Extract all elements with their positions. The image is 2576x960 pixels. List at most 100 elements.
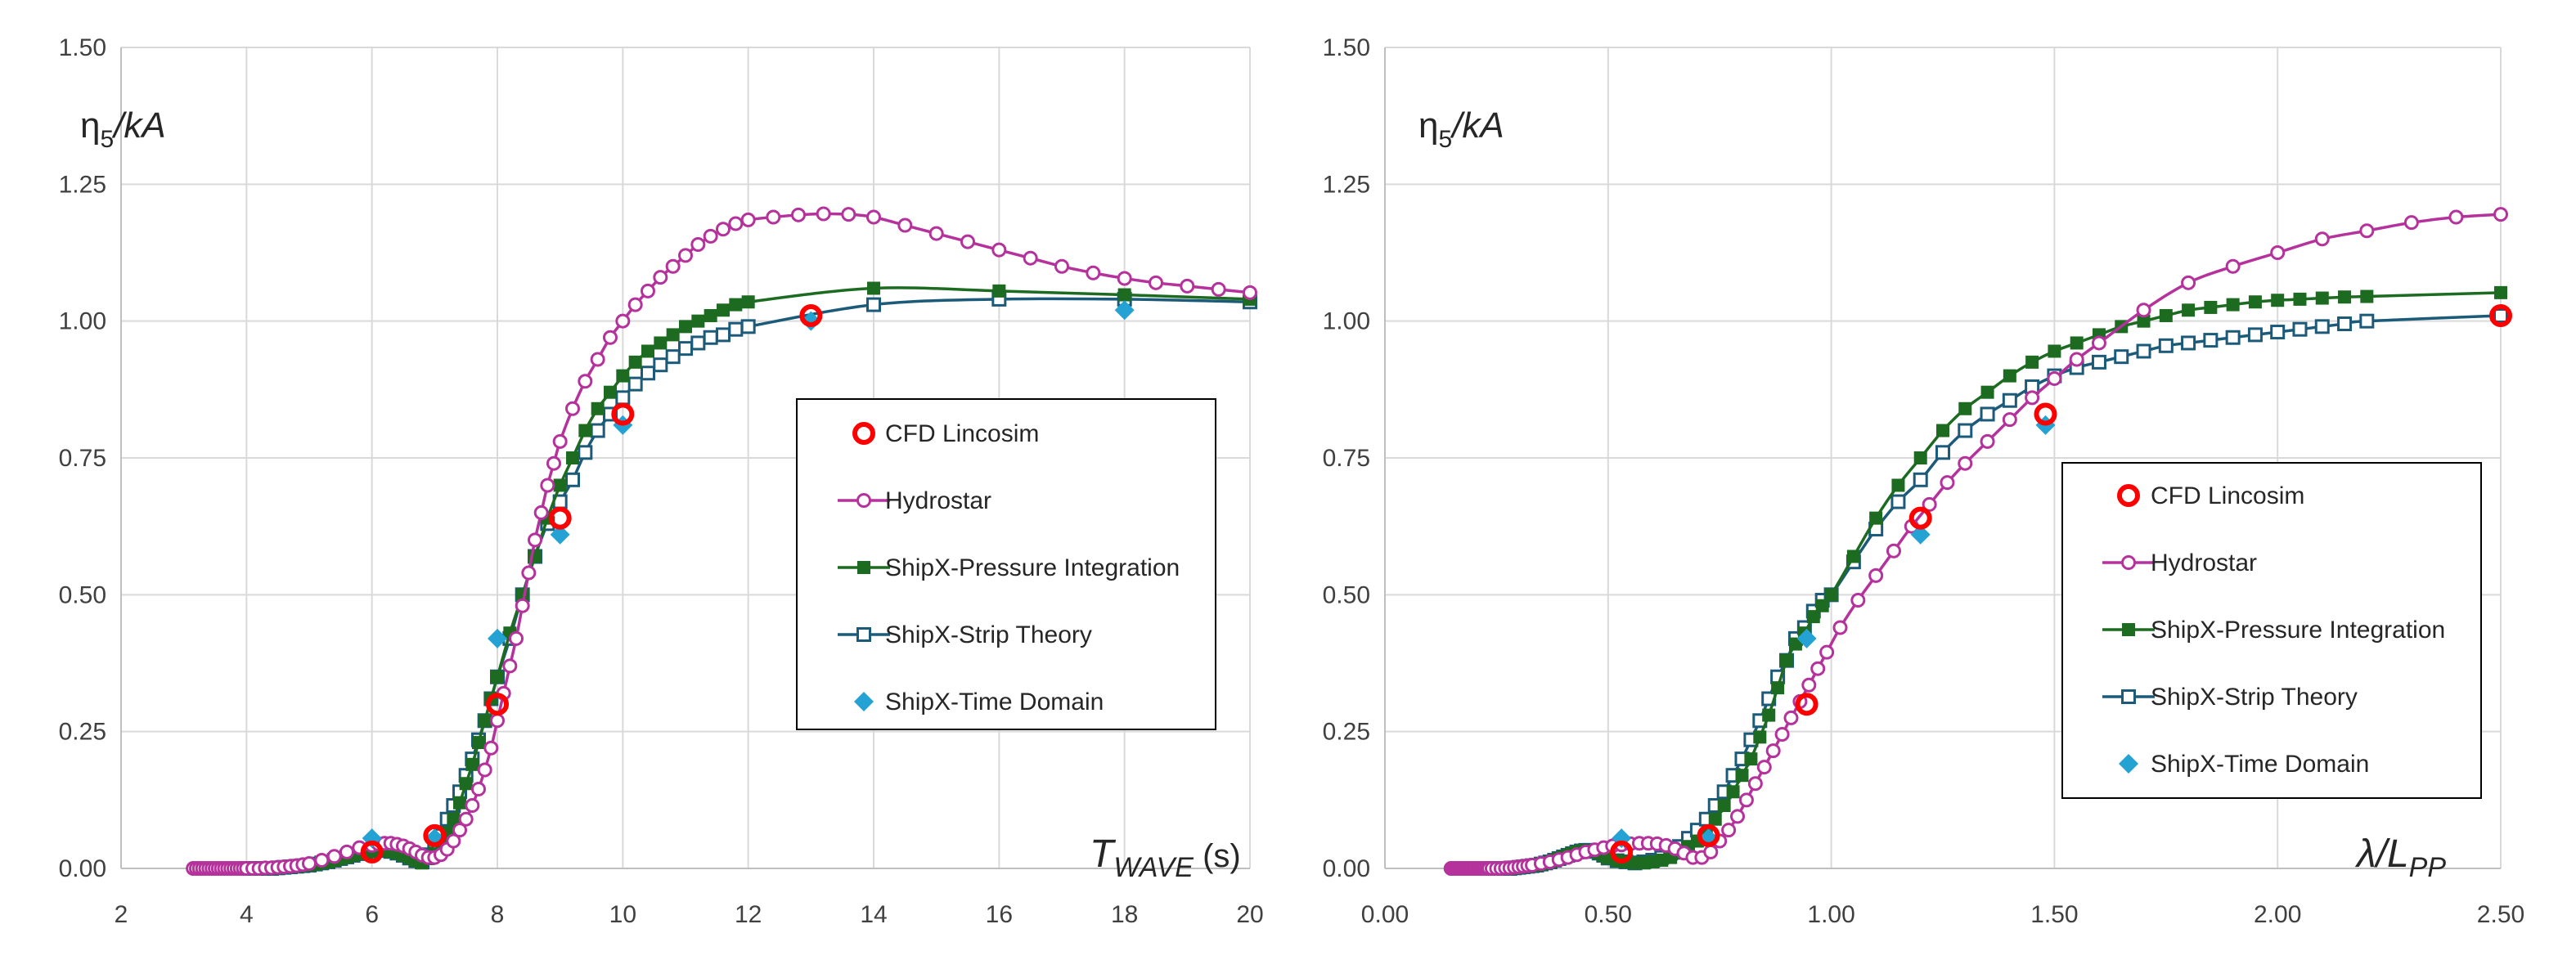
data-point-strip [2270, 325, 2286, 340]
data-point-hydrostar [1211, 281, 1226, 297]
data-point-strip [1935, 445, 1950, 460]
tick-labels: 0.00 0.25 0.50 0.75 1.00 1.25 1.50 0.00 0.50 1.00… [1323, 34, 2525, 928]
data-point-hydrostar [766, 209, 781, 225]
data-point-cfd [360, 840, 384, 864]
data-point-hydrostar [1765, 743, 1781, 759]
data-point-strip [565, 472, 580, 487]
data-point-pressure [1771, 681, 1785, 695]
data-point-hydrostar [1868, 567, 1884, 583]
data-point-hydrostar [665, 258, 681, 274]
data-point-strip [665, 349, 681, 365]
data-point-cfd [1908, 506, 1932, 530]
y-axis-label: η5/kA [1418, 105, 1504, 153]
x-tick-label: 10 [609, 901, 636, 928]
data-point-strip [1913, 472, 1928, 487]
x-tick-label: 0.00 [1361, 901, 1409, 928]
data-point-hydrostar [703, 228, 718, 244]
data-point-hydrostar [615, 313, 631, 329]
data-point-pressure [1762, 708, 1776, 722]
data-point-strip [2158, 338, 2174, 353]
data-point-pressure [1869, 511, 1883, 525]
data-point-pressure [1846, 550, 1860, 563]
data-point-pressure [1708, 812, 1722, 826]
data-point-pressure [2003, 369, 2016, 383]
legend-label: ShipX-Time Domain [885, 689, 1104, 716]
x-axis-label: λ/LPP [2354, 832, 2446, 883]
x-tick-label: 1.00 [1807, 901, 1854, 928]
data-point-strip [641, 366, 655, 381]
data-point-hydrostar [2025, 390, 2040, 406]
data-point-pressure [2360, 289, 2374, 303]
data-point-hydrostar [2270, 245, 2286, 260]
data-point-hydrostar [483, 740, 499, 756]
data-point-hydrostar [302, 855, 317, 871]
data-point-hydrostar [2047, 370, 2062, 386]
legend-item-hydrostar: Hydrostar [838, 487, 991, 514]
data-point-hydrostar [458, 811, 474, 827]
legend-label: CFD Lincosim [2151, 482, 2304, 509]
y-tick-label: 1.50 [59, 34, 106, 61]
legend-label: ShipX-Time Domain [2151, 751, 2369, 778]
y-tick-label: 0.00 [1323, 855, 1370, 882]
data-point-timedomain [1114, 300, 1135, 321]
data-point-cfd [799, 303, 823, 327]
data-point-pressure [666, 328, 680, 342]
series-hydrostar [186, 206, 1257, 876]
legend-item-cfd: CFD Lincosim [2117, 482, 2304, 509]
data-point-hydrostar [533, 505, 549, 520]
data-point-strip [2203, 333, 2219, 348]
data-point-pressure [1936, 424, 1949, 437]
data-point-pressure [491, 670, 504, 684]
data-point-hydrostar [502, 658, 518, 674]
series-cfd [1610, 303, 2512, 864]
x-tick-label: 20 [1236, 901, 1263, 928]
series-timedomain [1612, 415, 2056, 849]
data-point-timedomain [488, 628, 507, 648]
x-tick-label: 14 [860, 901, 887, 928]
legend: CFD Lincosim Hydrostar ShipX-Pressure Inte… [2061, 462, 2482, 799]
x-tick-label: 4 [240, 901, 254, 928]
data-point-pressure [578, 424, 592, 437]
data-point-pressure [2226, 298, 2240, 312]
data-point-pressure [717, 303, 730, 317]
data-point-hydrostar [477, 762, 492, 778]
data-point-hydrostar [1721, 823, 1737, 838]
data-point-pressure [447, 812, 461, 826]
data-point-hydrostar [452, 823, 467, 838]
data-point-pressure [616, 369, 630, 383]
legend-marker [852, 422, 875, 445]
data-point-pressure [1913, 451, 1927, 464]
data-point-hydrostar [2493, 207, 2508, 222]
data-point-pressure [1806, 610, 1820, 624]
data-point-hydrostar [446, 833, 461, 849]
data-point-strip [590, 423, 605, 438]
legend: CFD Lincosim Hydrostar ShipX-Pressure Inte… [796, 398, 1216, 730]
data-point-pressure [1980, 385, 1994, 399]
chart-left: 0.00 0.25 0.50 0.75 1.00 1.25 1.50 2 4 6 8 10 12 14 16… [0, 0, 1276, 960]
data-point-strip [866, 297, 881, 312]
data-point-pressure [1958, 401, 1972, 415]
data-point-pressure [1815, 599, 1829, 612]
data-point-strip [716, 327, 731, 343]
data-point-pressure [2137, 314, 2151, 328]
data-point-hydrostar [897, 218, 913, 233]
legend-marker [2117, 484, 2140, 507]
data-point-pressure [1891, 478, 1905, 492]
data-point-hydrostar [1774, 727, 1790, 742]
data-point-hydrostar [1756, 760, 1772, 775]
data-point-cfd [2489, 303, 2512, 327]
data-point-pressure [591, 401, 605, 415]
data-point-strip [653, 357, 668, 373]
y-axis-label: η5/kA [80, 105, 166, 153]
data-point-hydrostar [928, 226, 944, 241]
data-point-timedomain [1910, 524, 1931, 545]
data-point-strip [690, 335, 706, 351]
legend-item-timedomain: ShipX-Time Domain [854, 689, 1104, 716]
data-point-pressure [2048, 344, 2061, 358]
data-point-pressure [453, 796, 466, 810]
data-point-hydrostar [552, 433, 568, 449]
legend-label: CFD Lincosim [885, 420, 1039, 447]
data-point-strip [1980, 406, 1995, 422]
data-point-pressure [2494, 285, 2507, 299]
legend-marker [2119, 754, 2138, 774]
